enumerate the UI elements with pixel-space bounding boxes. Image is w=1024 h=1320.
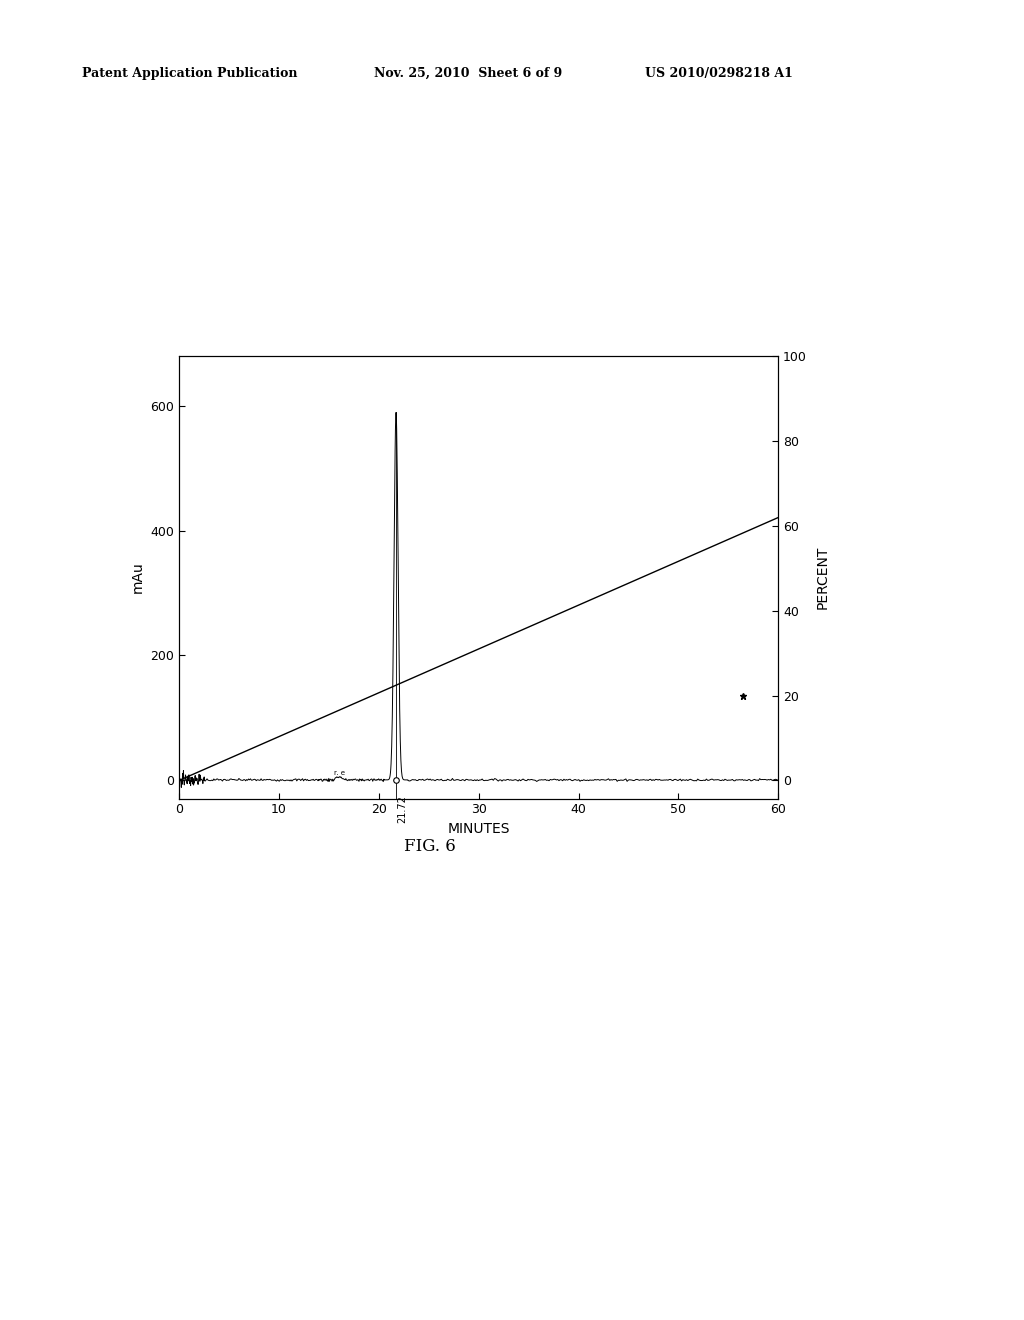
X-axis label: MINUTES: MINUTES	[447, 822, 510, 836]
Text: Nov. 25, 2010  Sheet 6 of 9: Nov. 25, 2010 Sheet 6 of 9	[374, 66, 562, 79]
Y-axis label: mAu: mAu	[131, 561, 145, 594]
Y-axis label: PERCENT: PERCENT	[815, 545, 829, 610]
Text: r. e: r. e	[334, 770, 345, 776]
Text: FIG. 6: FIG. 6	[404, 838, 456, 855]
Text: Patent Application Publication: Patent Application Publication	[82, 66, 297, 79]
Text: US 2010/0298218 A1: US 2010/0298218 A1	[645, 66, 793, 79]
Text: 21.72: 21.72	[397, 796, 408, 824]
